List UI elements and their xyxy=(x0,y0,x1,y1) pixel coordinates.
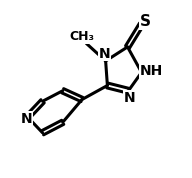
Text: N: N xyxy=(123,91,135,105)
Text: CH₃: CH₃ xyxy=(70,30,94,43)
Text: N: N xyxy=(21,112,32,126)
Text: N: N xyxy=(99,47,111,61)
Text: NH: NH xyxy=(140,64,163,78)
Text: S: S xyxy=(140,14,151,29)
